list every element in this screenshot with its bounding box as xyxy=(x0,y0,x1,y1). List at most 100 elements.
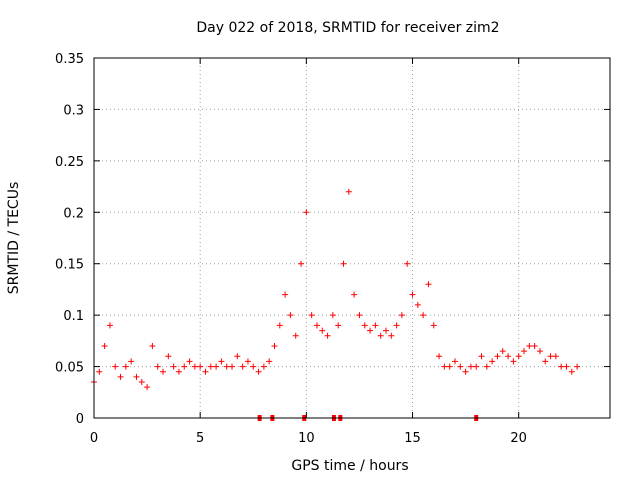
data-point xyxy=(568,368,575,375)
data-point xyxy=(133,373,140,380)
y-tick-label: 0.05 xyxy=(55,361,84,376)
data-point xyxy=(112,363,119,370)
data-point xyxy=(351,291,358,298)
data-point xyxy=(223,363,230,370)
data-point xyxy=(382,327,389,334)
data-point xyxy=(197,363,204,370)
data-point xyxy=(181,363,188,370)
data-point xyxy=(542,358,549,365)
data-point xyxy=(218,358,225,365)
data-point xyxy=(478,353,485,360)
data-point xyxy=(149,343,156,349)
data-point xyxy=(531,343,538,349)
data-point xyxy=(128,358,135,365)
data-point xyxy=(521,348,527,355)
x-tick-label: 20 xyxy=(510,431,527,446)
data-point xyxy=(563,363,570,370)
x-tick-label: 10 xyxy=(298,431,315,446)
y-tick-label: 0.15 xyxy=(55,258,84,273)
data-point xyxy=(526,343,533,349)
data-point xyxy=(335,322,342,329)
y-tick-label: 0.3 xyxy=(63,103,84,118)
y-tick-label: 0.35 xyxy=(55,52,84,67)
data-point xyxy=(473,363,480,370)
data-point xyxy=(303,209,310,216)
data-point xyxy=(175,368,182,375)
y-tick-label: 0 xyxy=(76,412,84,427)
data-point xyxy=(207,363,214,370)
data-point xyxy=(404,260,411,267)
data-point xyxy=(202,368,209,375)
data-point xyxy=(457,363,464,370)
data-points xyxy=(91,188,581,391)
data-point xyxy=(282,291,289,298)
data-point xyxy=(308,312,315,319)
data-point xyxy=(361,322,368,329)
data-point xyxy=(398,312,405,319)
data-point xyxy=(372,322,379,329)
data-point xyxy=(367,327,374,334)
data-point xyxy=(467,363,474,370)
data-point xyxy=(340,260,347,267)
y-tick-label: 0.1 xyxy=(63,309,84,324)
x-axis-label: GPS time / hours xyxy=(291,458,408,474)
data-point xyxy=(462,368,469,375)
data-point xyxy=(239,363,246,370)
data-point xyxy=(483,363,490,370)
data-point xyxy=(536,348,543,355)
data-point xyxy=(552,353,559,360)
data-point xyxy=(388,332,395,339)
data-point xyxy=(165,353,172,360)
data-point xyxy=(377,332,384,339)
y-tick-label: 0.2 xyxy=(63,206,84,221)
axis-ticks: 0 0.05 0.1 0.15 0.2 0.25 0.3 0.35 0 5 10 15 20 xyxy=(55,52,610,446)
data-point xyxy=(292,332,299,339)
data-point xyxy=(345,188,352,195)
data-point xyxy=(446,363,453,370)
data-point xyxy=(515,353,522,360)
data-point xyxy=(393,322,400,329)
data-point xyxy=(414,301,421,308)
plot-frame xyxy=(93,57,611,419)
data-point xyxy=(234,353,241,360)
data-point xyxy=(436,353,443,360)
data-point xyxy=(547,353,554,360)
data-point xyxy=(144,384,151,391)
data-point xyxy=(298,260,305,267)
data-point xyxy=(229,363,236,370)
data-point xyxy=(499,348,506,355)
x-tick-label: 5 xyxy=(196,431,204,446)
data-point xyxy=(271,343,278,349)
data-point xyxy=(510,358,517,365)
x-tick-label: 0 xyxy=(90,431,98,446)
data-point xyxy=(451,358,458,365)
data-point xyxy=(489,358,496,365)
data-point xyxy=(319,327,326,334)
data-point xyxy=(106,322,113,329)
data-point xyxy=(574,363,581,370)
data-point xyxy=(255,368,262,375)
data-point xyxy=(186,358,193,365)
y-tick-label: 0.25 xyxy=(55,155,84,170)
data-point xyxy=(250,363,257,370)
x-tick-label: 15 xyxy=(404,431,421,446)
data-point xyxy=(266,358,273,365)
data-point xyxy=(138,379,145,385)
data-point xyxy=(160,368,167,375)
data-point xyxy=(213,363,220,370)
data-point xyxy=(122,363,129,370)
data-point xyxy=(154,363,161,370)
data-point xyxy=(260,363,267,370)
data-point xyxy=(494,353,501,360)
data-point xyxy=(276,322,283,329)
data-point xyxy=(329,312,336,319)
data-point xyxy=(191,363,198,370)
data-point xyxy=(558,363,565,370)
data-point xyxy=(420,312,427,319)
data-point xyxy=(505,353,512,360)
data-point xyxy=(101,343,108,349)
data-point xyxy=(287,312,294,319)
data-point xyxy=(313,322,320,329)
